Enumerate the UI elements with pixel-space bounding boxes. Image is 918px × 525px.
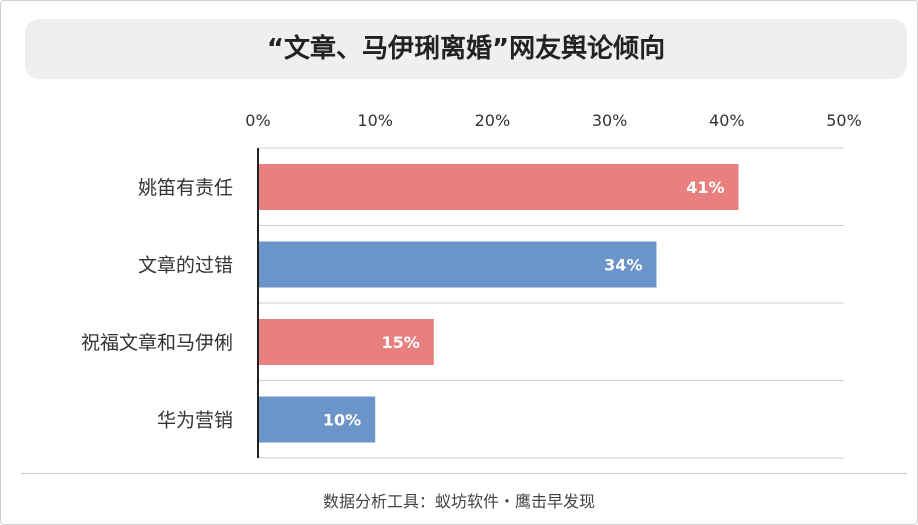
bar-value-label: 10% [323, 411, 361, 430]
category-label: 文章的过错 [138, 255, 233, 277]
bars [258, 164, 739, 443]
chart-title: “文章、马伊琍离婚”网友舆论倾向 [266, 34, 666, 64]
x-tick-label: 30% [592, 111, 628, 130]
x-tick-label: 40% [709, 111, 745, 130]
bar [258, 396, 376, 443]
x-tick-label: 20% [475, 111, 511, 130]
footer-divider [21, 473, 907, 474]
bar-value-label: 41% [686, 178, 724, 197]
x-tick-label: 0% [245, 111, 270, 130]
x-axis-ticks: 0% 10% 20% 30% 40% 50% [245, 111, 861, 130]
x-tick-label: 10% [357, 111, 393, 130]
category-label: 祝福文章和马伊俐 [81, 332, 233, 354]
source-footer: 数据分析工具：蚁坊软件・鹰击早发现 [322, 492, 595, 511]
title-banner: “文章、马伊琍离婚”网友舆论倾向 [25, 19, 907, 79]
x-tick-label: 50% [826, 111, 862, 130]
category-label: 华为营销 [157, 410, 233, 432]
category-label: 姚笛有责任 [138, 177, 233, 199]
bar [258, 164, 739, 210]
value-labels: 41% 34% 15% 10% [323, 178, 725, 430]
bar [258, 241, 657, 288]
bar [258, 319, 434, 365]
grid-lines [258, 147, 844, 459]
bar-value-label: 15% [382, 333, 420, 352]
bar-value-label: 34% [604, 256, 642, 275]
